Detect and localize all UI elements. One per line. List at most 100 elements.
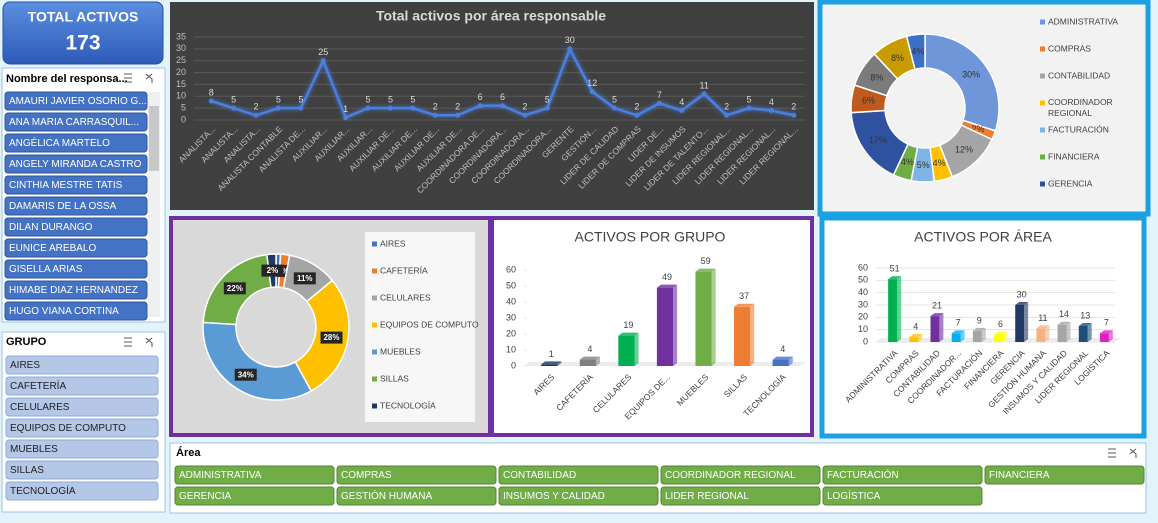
slicer-item[interactable]	[4, 112, 148, 132]
point	[589, 89, 595, 95]
slicer-item-label[interactable]: GERENCIA	[179, 491, 232, 502]
bar-side	[750, 303, 755, 366]
slicer-item-label[interactable]: ANA MARIA CARRASQUIL...	[9, 117, 139, 128]
slicer-item-label[interactable]: MUEBLES	[10, 444, 58, 455]
bar-top	[1015, 302, 1029, 305]
slicer-title: Área	[176, 446, 201, 459]
bar	[951, 333, 961, 342]
y-tick-label: 50	[858, 275, 868, 285]
slicer-item-label[interactable]: FINANCIERA	[989, 470, 1050, 481]
slicer-item[interactable]	[4, 280, 148, 300]
data-label: 4	[913, 321, 918, 331]
slicer-item[interactable]	[4, 217, 148, 237]
slicer-item-label[interactable]: EQUIPOS DE COMPUTO	[10, 423, 126, 434]
legend-swatch	[1040, 100, 1045, 106]
slicer-item[interactable]	[5, 439, 159, 459]
y-tick-label: 0	[511, 360, 516, 370]
slicer-item-label[interactable]: DAMARIS DE LA OSSA	[9, 201, 117, 212]
slicer-item[interactable]	[4, 259, 148, 279]
slicer-item-label[interactable]: ADMINISTRATIVA	[179, 470, 262, 481]
legend-label: ADMINISTRATIVA	[1048, 16, 1118, 26]
legend-label: EQUIPOS DE COMPUTO	[380, 319, 479, 329]
y-tick-label: 15	[176, 79, 186, 89]
slicer-item[interactable]	[5, 397, 159, 417]
bar-top	[541, 361, 562, 365]
slicer-item-label[interactable]: HUGO VIANA CORTINA	[9, 306, 119, 317]
bar-side	[788, 356, 793, 366]
slicer-item-label[interactable]: GISELLA ARIAS	[9, 264, 83, 275]
data-label: 19	[623, 320, 633, 330]
slicer-item[interactable]	[4, 196, 148, 216]
data-label: 5	[231, 95, 236, 105]
slicer-item-label[interactable]: CELULARES	[10, 402, 70, 413]
bar-side	[981, 327, 986, 342]
slicer-item-label[interactable]: INSUMOS Y CALIDAD	[503, 491, 605, 502]
bar-side	[1066, 321, 1071, 342]
slicer-item-label[interactable]: SILLAS	[10, 465, 44, 476]
slicer-item-label[interactable]: AIRES	[10, 360, 40, 371]
slicer-item[interactable]	[336, 465, 497, 485]
slicer-item[interactable]	[5, 376, 159, 396]
slicer-item-label[interactable]: DILAN DURANGO	[9, 222, 93, 233]
point	[612, 105, 618, 111]
slicer-item-label[interactable]: ANGELY MIRANDA CASTRO	[9, 159, 142, 170]
bar-top	[1036, 325, 1050, 329]
slicer-item-label[interactable]: CAFETERÍA	[10, 379, 66, 392]
slicer-item[interactable]	[4, 175, 148, 195]
slicer-item[interactable]	[4, 133, 148, 153]
slicer-item[interactable]	[660, 465, 821, 485]
bar-top	[994, 331, 1007, 335]
y-tick-label: 40	[858, 287, 868, 297]
slicer-item[interactable]	[4, 301, 148, 321]
slicer-item[interactable]	[822, 465, 983, 485]
bar-side	[1087, 322, 1092, 342]
slicer-item[interactable]	[498, 486, 659, 506]
slicer-item-label[interactable]: COORDINADOR REGIONAL	[665, 470, 796, 481]
slicer-item-label[interactable]: TECNOLOGÍA	[10, 484, 76, 497]
slicer-item[interactable]	[174, 486, 335, 506]
slicer-icons	[124, 73, 1137, 458]
slicer-item[interactable]	[5, 355, 159, 375]
slicer-item[interactable]	[336, 486, 497, 506]
y-tick-label: 30	[176, 43, 186, 53]
y-tick-label: 10	[506, 344, 516, 354]
slicer-item-label[interactable]: HIMABE DIAZ HERNANDEZ	[9, 285, 138, 296]
data-label: 2	[455, 102, 460, 112]
label-box	[234, 368, 257, 381]
slicer-item-label[interactable]: GESTIÓN HUMANA	[341, 489, 432, 502]
bar-top	[772, 356, 793, 360]
data-label: 2	[254, 102, 259, 112]
slicer-item-label[interactable]: ANGÉLICA MARTELO	[9, 136, 110, 149]
point	[679, 108, 685, 114]
slicer-item[interactable]	[5, 418, 159, 438]
bar-side	[634, 332, 639, 366]
slicer-item-label[interactable]: EUNICE AREBALO	[9, 243, 96, 254]
slicer-item-label[interactable]: FACTURACIÓN	[827, 468, 899, 481]
data-label: 17%	[869, 135, 887, 145]
slicer-item[interactable]	[660, 486, 821, 506]
slicer-item-label[interactable]: AMAURI JAVIER OSORIO G...	[9, 96, 147, 107]
point	[522, 112, 528, 118]
slicer-item[interactable]	[4, 238, 148, 258]
slicer-item-label[interactable]: LIDER REGIONAL	[665, 491, 749, 502]
slicer-item-label[interactable]: CINTHIA MESTRE TATIS	[9, 180, 123, 191]
slicer-item-label[interactable]: COMPRAS	[341, 470, 392, 481]
slicer-item[interactable]	[4, 91, 148, 111]
legend-swatch	[1040, 127, 1045, 133]
slicer-item[interactable]	[498, 465, 659, 485]
slicer-item[interactable]	[5, 481, 159, 501]
slicer-item[interactable]	[4, 154, 148, 174]
bar	[618, 335, 635, 366]
legend-label: AIRES	[380, 238, 406, 248]
slicer-item[interactable]	[5, 460, 159, 480]
chart-title: ACTIVOS POR ÁREA	[914, 229, 1052, 245]
slicer-item-label[interactable]: CONTABILIDAD	[503, 470, 576, 481]
slicer-item[interactable]	[822, 486, 983, 506]
y-tick-label: 50	[506, 280, 516, 290]
bar-top	[1099, 330, 1113, 334]
chart-title: ACTIVOS POR GRUPO	[575, 229, 726, 245]
slicer-item-label[interactable]: LOGÍSTICA	[827, 489, 881, 502]
slicer-item[interactable]	[984, 465, 1145, 485]
slicer-item[interactable]	[174, 465, 335, 485]
legend-swatch	[372, 322, 377, 328]
